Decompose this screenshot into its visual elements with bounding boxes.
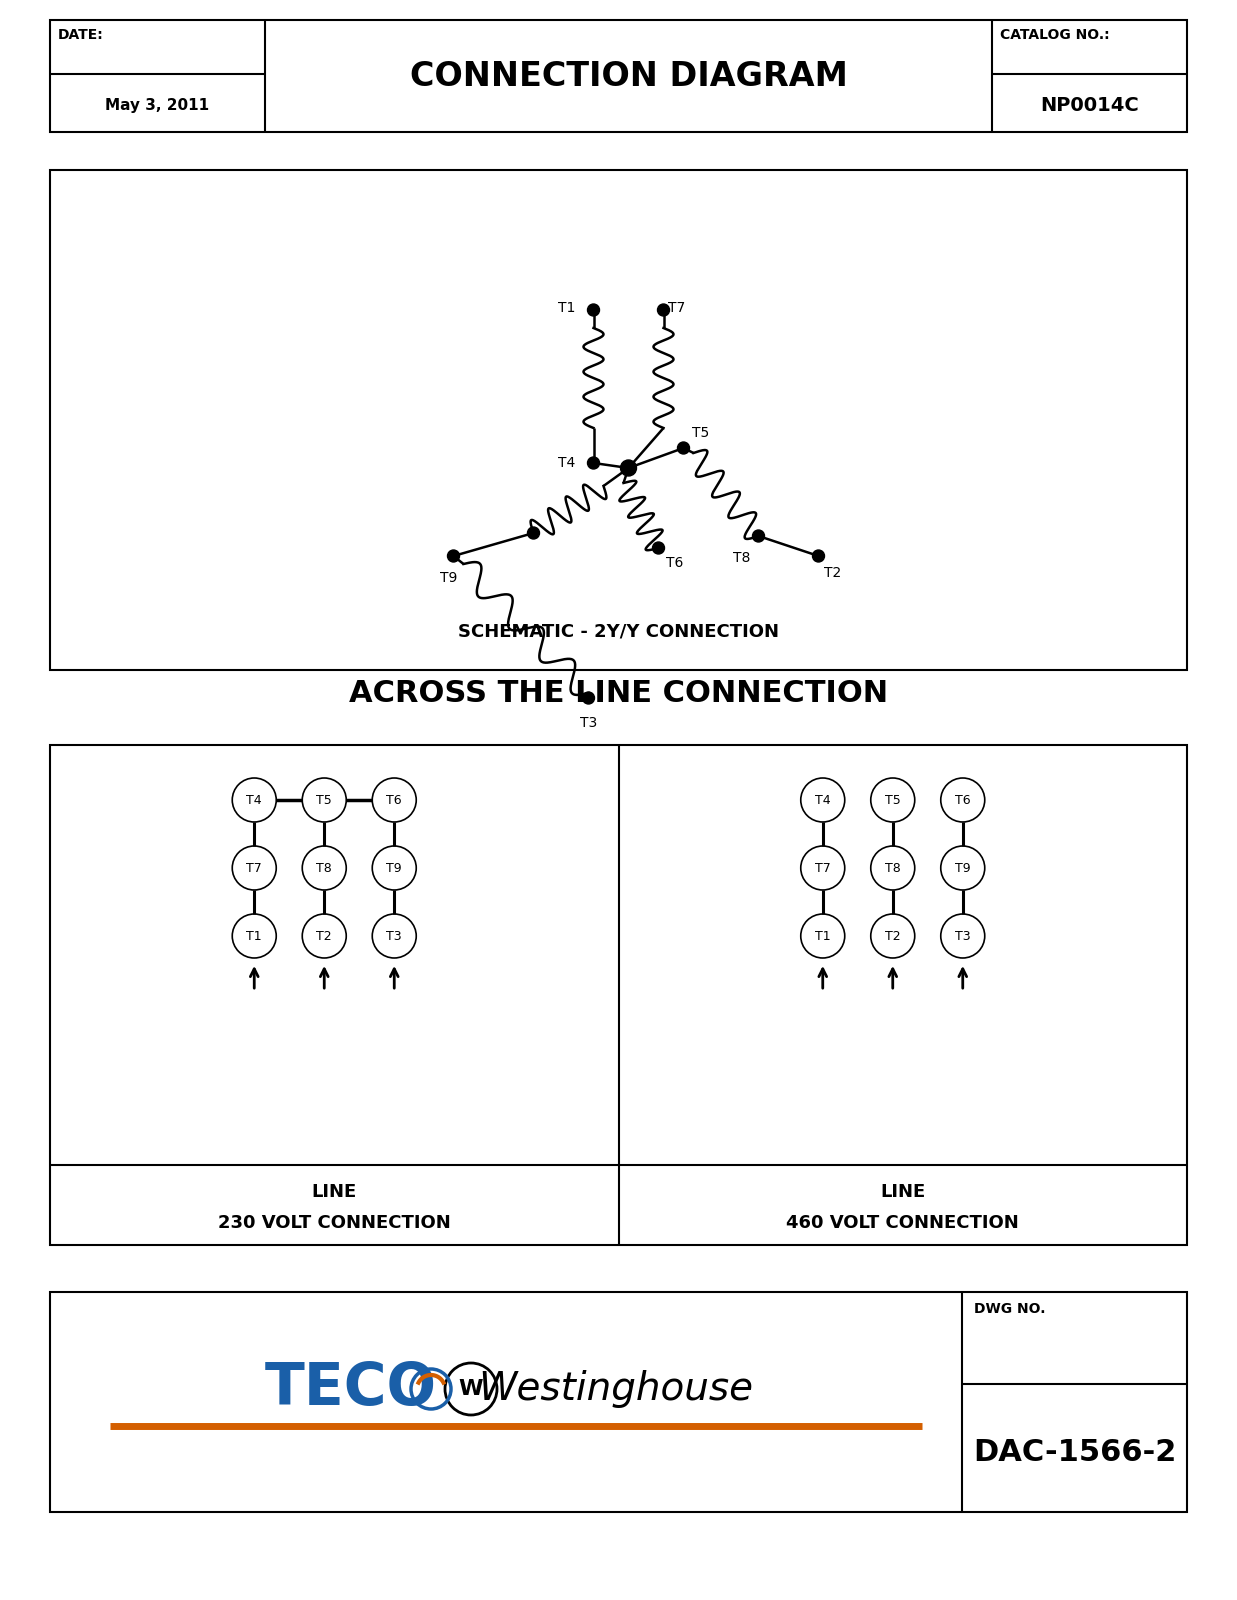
Circle shape — [588, 458, 600, 469]
Text: LINE: LINE — [312, 1184, 357, 1202]
Bar — [49, 170, 1188, 670]
Text: T8: T8 — [884, 861, 901, 875]
Text: T6: T6 — [667, 557, 684, 570]
Text: T5: T5 — [691, 426, 709, 440]
Text: T2: T2 — [884, 930, 901, 942]
Text: May 3, 2011: May 3, 2011 — [105, 98, 209, 112]
Text: CATALOG NO.:: CATALOG NO.: — [999, 27, 1110, 42]
Circle shape — [813, 550, 825, 562]
Text: T7: T7 — [668, 301, 685, 315]
Text: T1: T1 — [246, 930, 262, 942]
Text: ACROSS THE LINE CONNECTION: ACROSS THE LINE CONNECTION — [349, 678, 888, 707]
Circle shape — [588, 304, 600, 317]
Text: T9: T9 — [440, 571, 458, 586]
Text: CONNECTION DIAGRAM: CONNECTION DIAGRAM — [409, 59, 847, 93]
Text: Westinghouse: Westinghouse — [479, 1370, 753, 1408]
Bar — [49, 746, 1188, 1245]
Circle shape — [678, 442, 689, 454]
Text: T6: T6 — [386, 794, 402, 806]
Text: T6: T6 — [955, 794, 971, 806]
Text: TECO: TECO — [265, 1360, 437, 1418]
Text: DWG NO.: DWG NO. — [974, 1302, 1045, 1315]
Text: T3: T3 — [580, 717, 597, 730]
Circle shape — [621, 461, 637, 477]
Text: T3: T3 — [386, 930, 402, 942]
Text: 460 VOLT CONNECTION: 460 VOLT CONNECTION — [787, 1214, 1019, 1232]
Text: DATE:: DATE: — [58, 27, 104, 42]
Circle shape — [448, 550, 459, 562]
Circle shape — [583, 691, 595, 704]
Text: T2: T2 — [824, 566, 841, 579]
Text: T7: T7 — [815, 861, 830, 875]
Text: T2: T2 — [317, 930, 332, 942]
Text: T8: T8 — [317, 861, 332, 875]
Text: T7: T7 — [246, 861, 262, 875]
Text: T3: T3 — [955, 930, 971, 942]
Circle shape — [527, 526, 539, 539]
Circle shape — [445, 1363, 497, 1414]
Text: W: W — [459, 1379, 484, 1398]
Text: LINE: LINE — [880, 1184, 925, 1202]
Text: T1: T1 — [558, 301, 575, 315]
Text: SCHEMATIC - 2Y/Y CONNECTION: SCHEMATIC - 2Y/Y CONNECTION — [458, 622, 779, 642]
Text: T8: T8 — [734, 550, 751, 565]
Bar — [49, 19, 1188, 133]
Text: NP0014C: NP0014C — [1040, 96, 1139, 115]
Circle shape — [652, 542, 664, 554]
Text: DAC-1566-2: DAC-1566-2 — [972, 1438, 1176, 1467]
Text: T4: T4 — [815, 794, 830, 806]
Bar — [49, 1293, 1188, 1512]
Text: T1: T1 — [815, 930, 830, 942]
Text: T4: T4 — [558, 456, 575, 470]
Text: T4: T4 — [246, 794, 262, 806]
Text: T9: T9 — [955, 861, 971, 875]
Text: T5: T5 — [317, 794, 332, 806]
Text: T5: T5 — [884, 794, 901, 806]
Text: T9: T9 — [386, 861, 402, 875]
Circle shape — [752, 530, 764, 542]
Circle shape — [658, 304, 669, 317]
Text: 230 VOLT CONNECTION: 230 VOLT CONNECTION — [218, 1214, 450, 1232]
